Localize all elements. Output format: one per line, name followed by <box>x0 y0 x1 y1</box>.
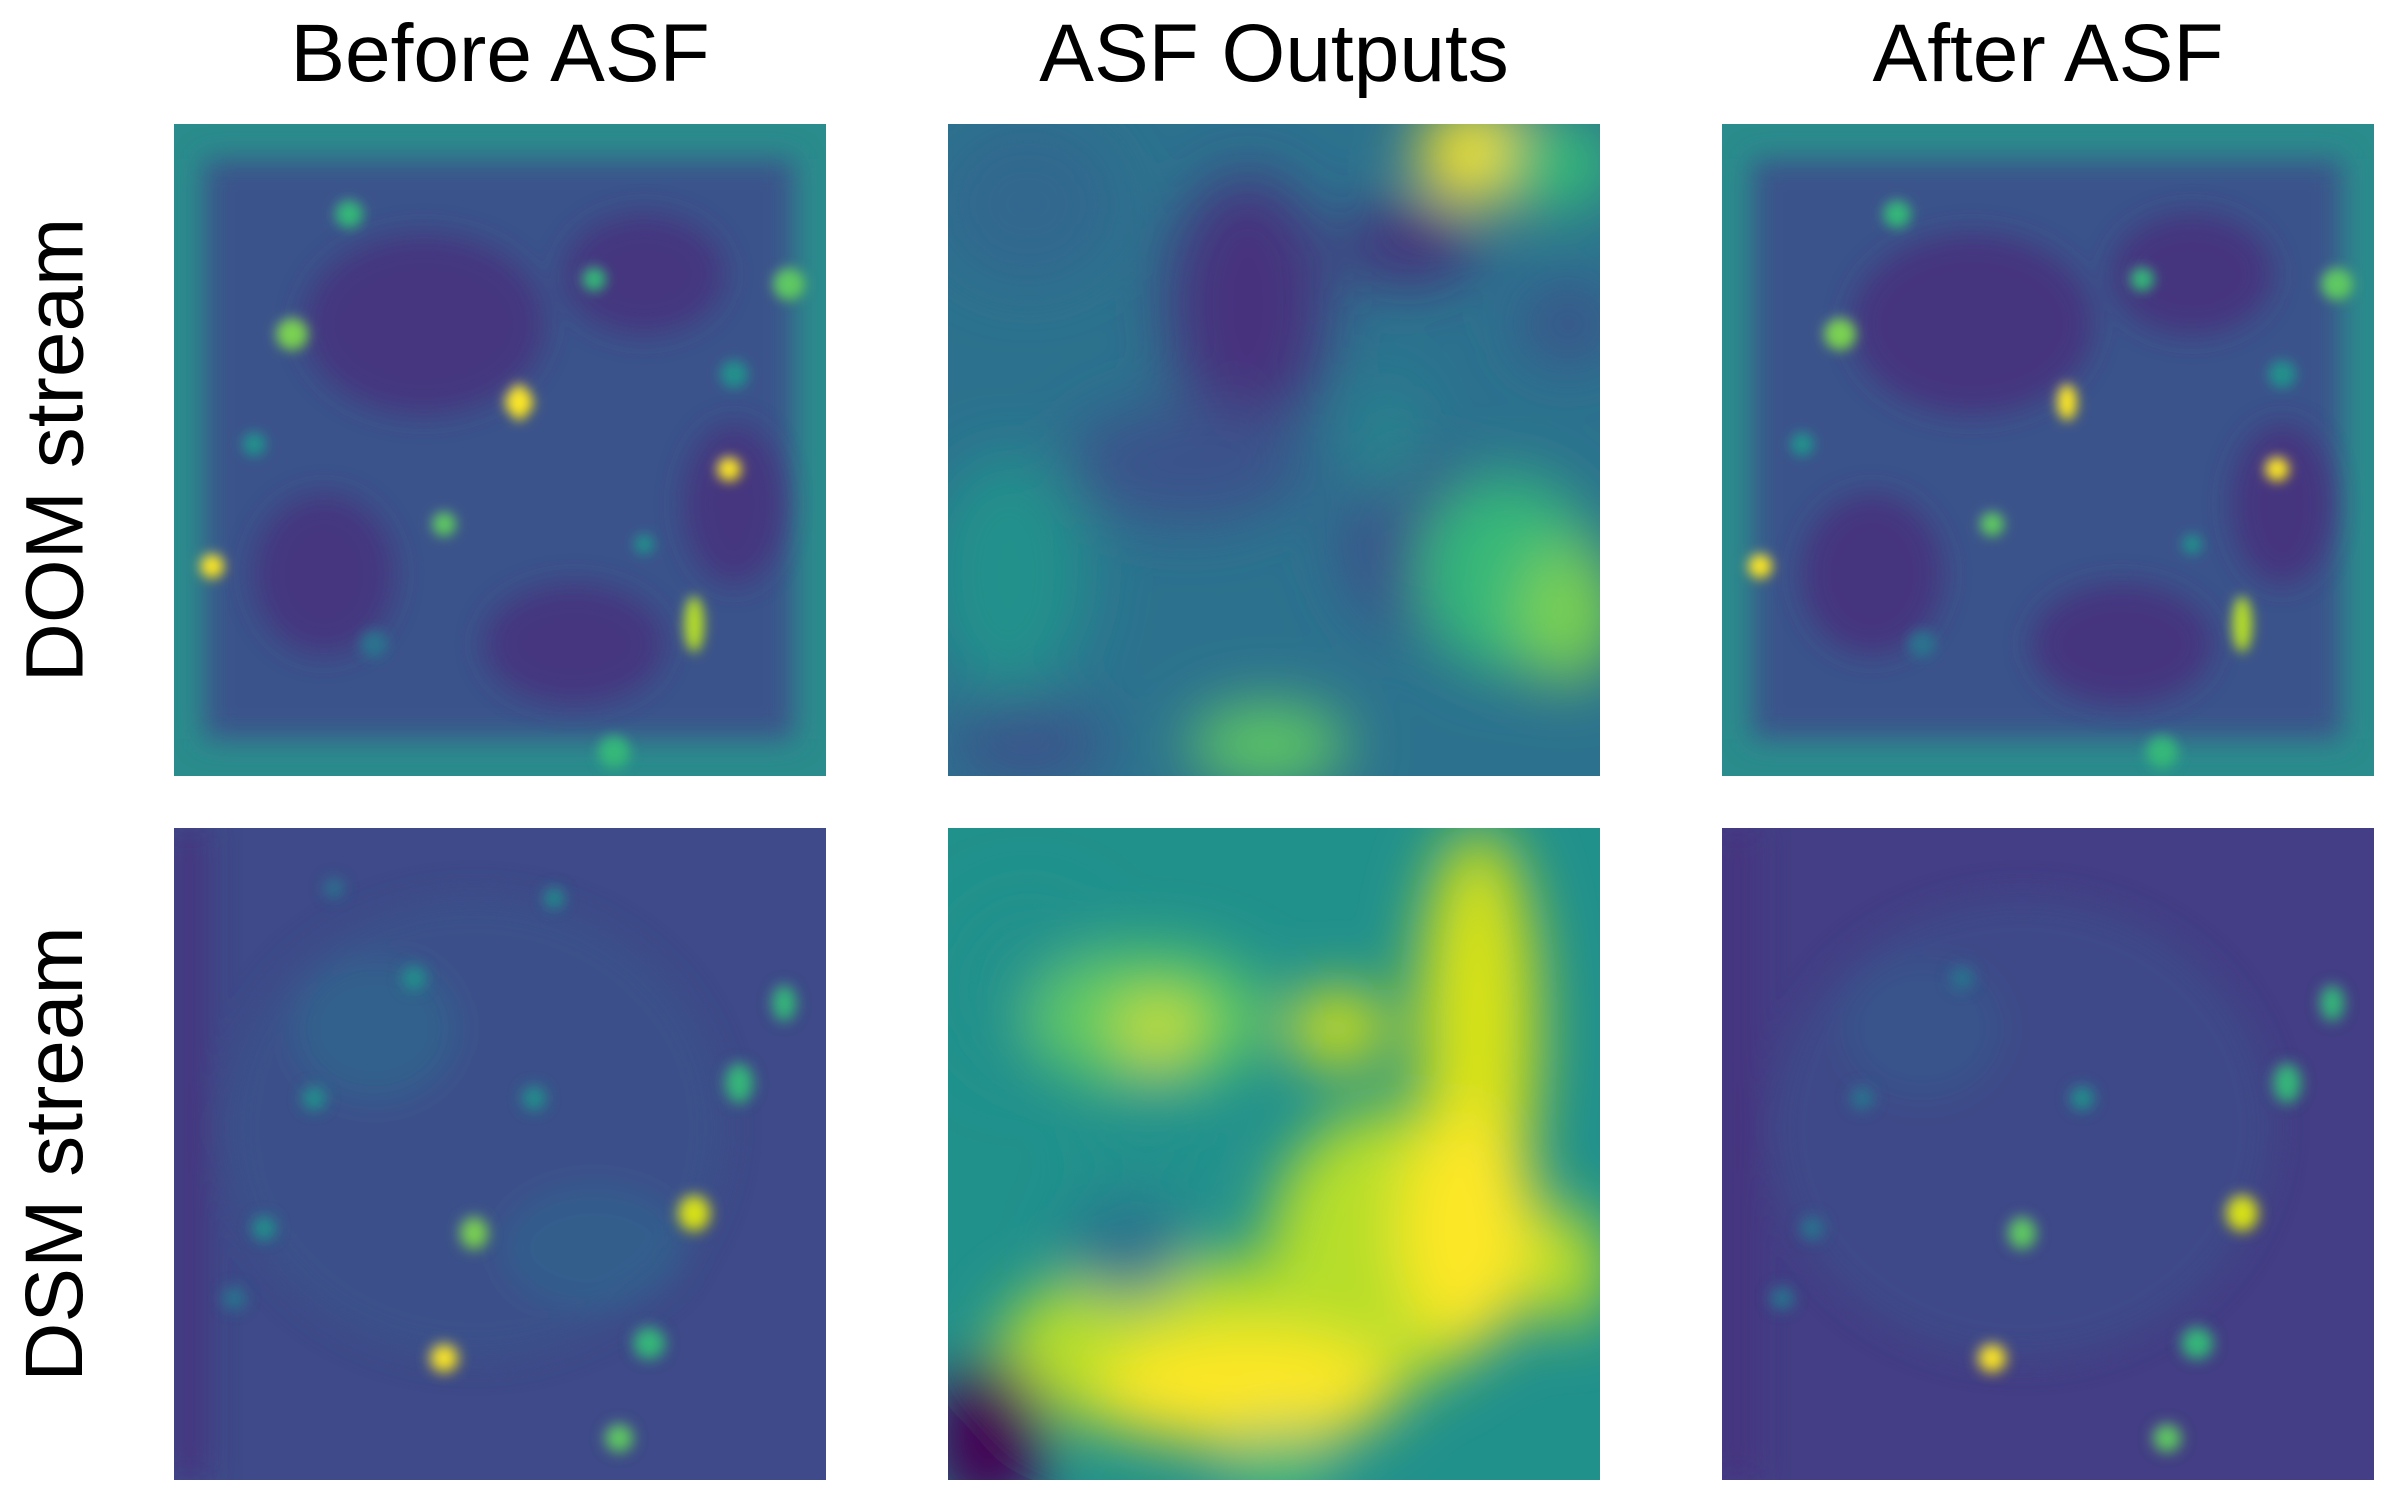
panel-dom-before-asf <box>174 124 826 776</box>
heatmap-dom-asf-outputs <box>948 124 1600 776</box>
panel-dom-asf-outputs <box>948 124 1600 776</box>
heatmap-dom-before <box>174 124 826 776</box>
heatmap-dsm-before <box>174 828 826 1480</box>
heatmap-dsm-after <box>1722 828 2374 1480</box>
panel-dsm-after-asf <box>1722 828 2374 1480</box>
row-label-dom-stream: DOM stream <box>9 217 101 683</box>
row-label-dsm-stream: DSM stream <box>9 926 101 1382</box>
heatmap-dsm-asf-outputs <box>948 828 1600 1480</box>
panel-dom-after-asf <box>1722 124 2374 776</box>
heatmap-dom-after <box>1722 124 2374 776</box>
panel-dsm-asf-outputs <box>948 828 1600 1480</box>
column-title-before-asf: Before ASF <box>290 8 710 99</box>
column-title-after-asf: After ASF <box>1872 8 2224 99</box>
panel-dsm-before-asf <box>174 828 826 1480</box>
column-title-asf-outputs: ASF Outputs <box>1039 8 1509 99</box>
